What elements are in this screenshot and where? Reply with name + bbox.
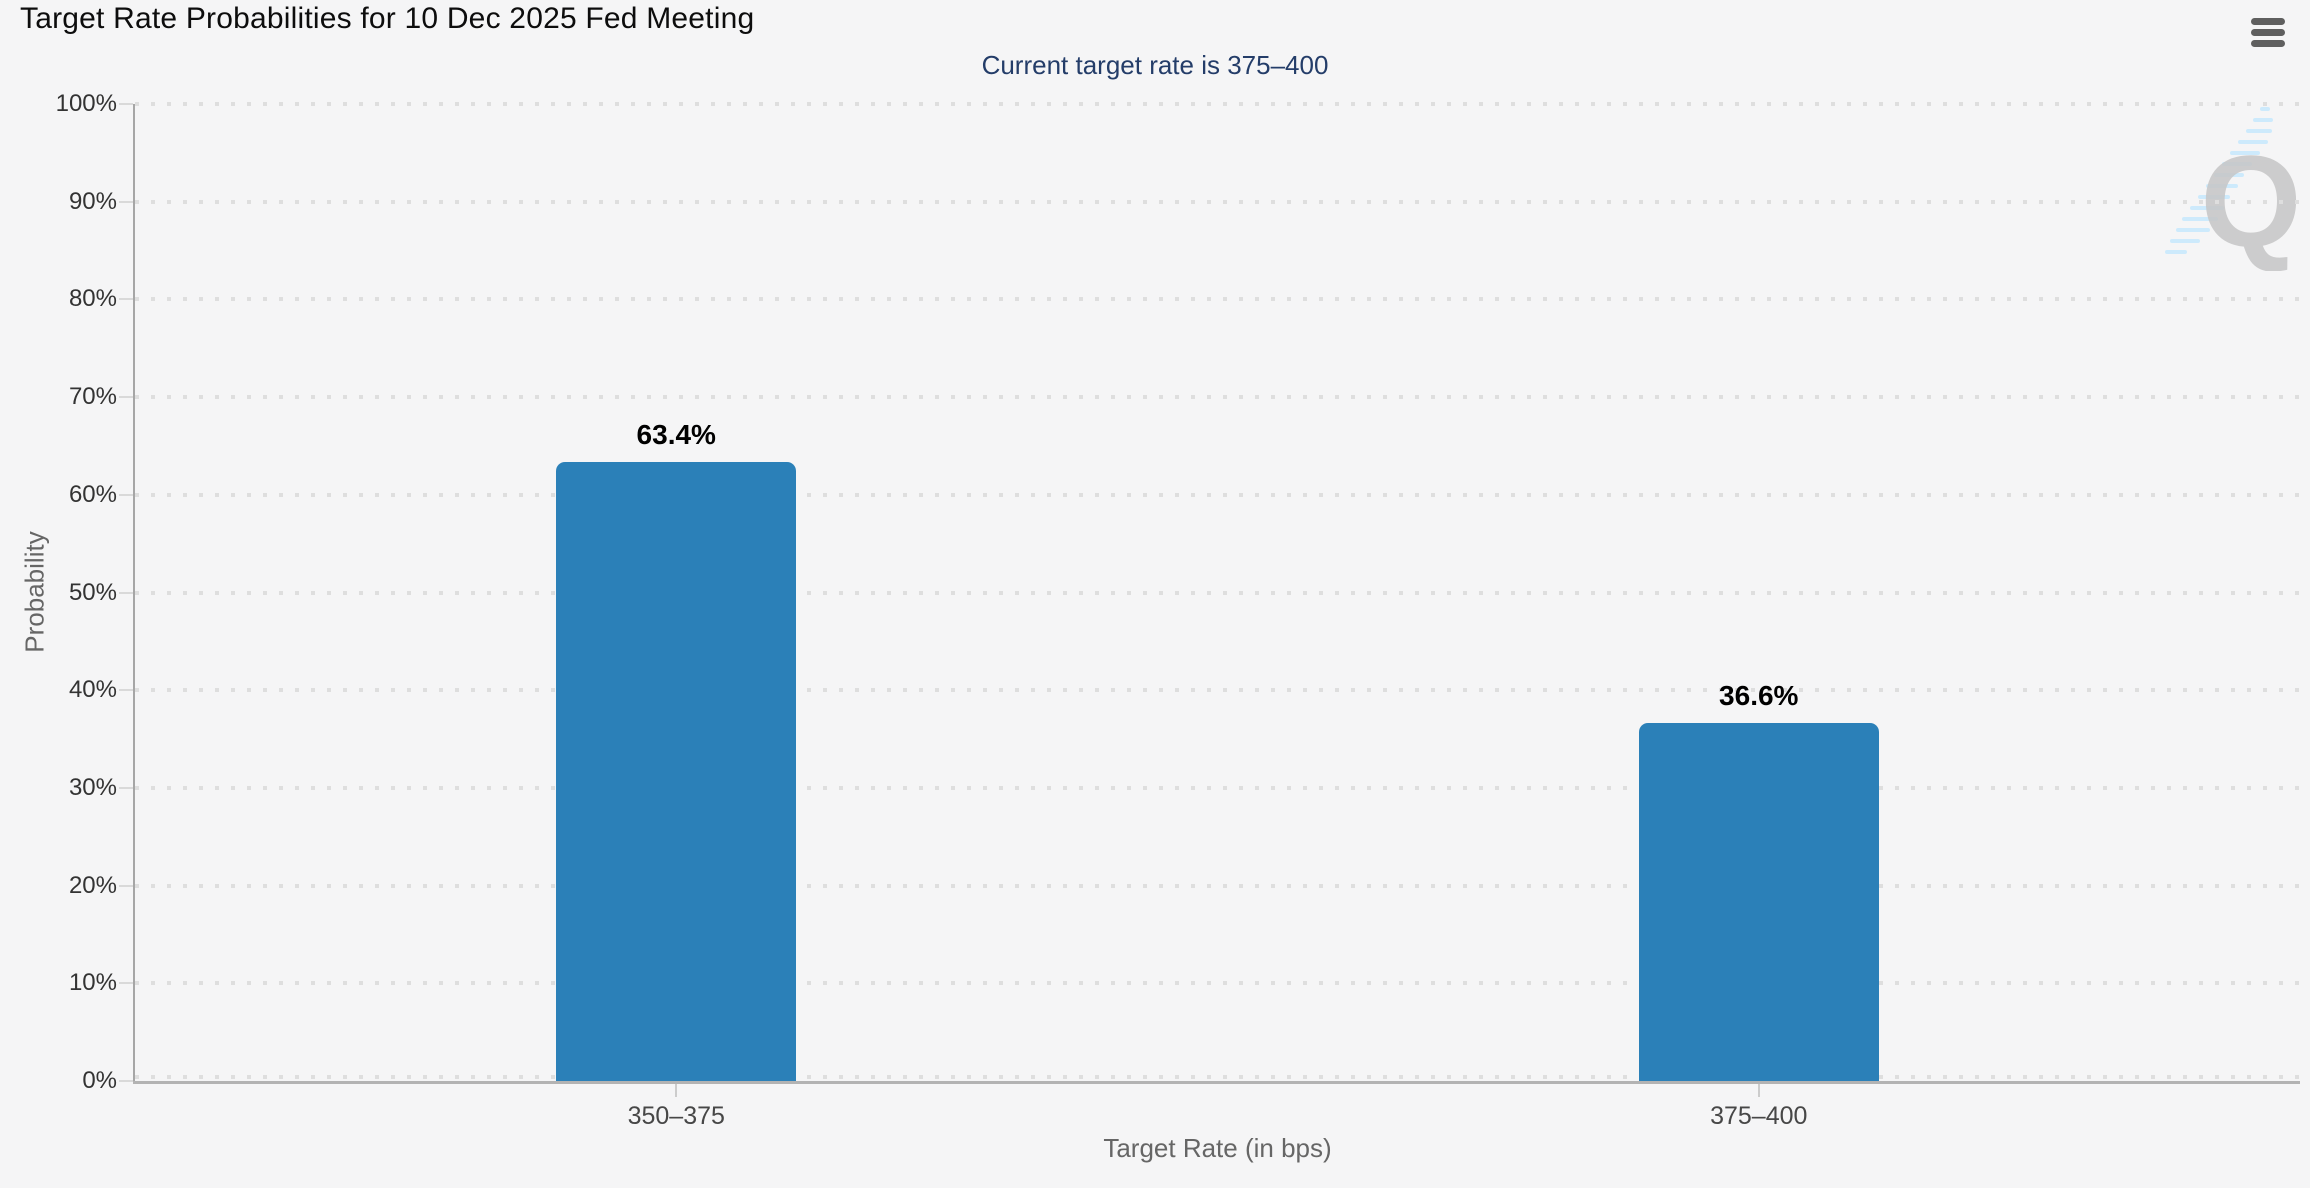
hamburger-menu-icon [2251, 28, 2285, 36]
y-axis-tick [119, 884, 133, 887]
gridline [135, 883, 2300, 888]
y-axis-tick-label: 40% [68, 676, 117, 704]
y-axis-tick [119, 298, 133, 301]
y-axis-tick-label: 0% [82, 1067, 117, 1094]
y-axis-tick [119, 493, 133, 496]
gridline [135, 688, 2300, 693]
gridline [135, 785, 2300, 790]
x-axis-tick [675, 1084, 678, 1097]
chart-subtitle: Current target rate is 375–400 [981, 50, 1329, 80]
y-axis-tick-label: 30% [68, 773, 117, 801]
gridline [135, 199, 2300, 204]
x-axis-tick-label: 375–400 [1710, 1102, 1808, 1130]
x-axis-tick-label: 350–375 [627, 1102, 725, 1130]
gridline [135, 102, 2300, 106]
y-axis-tick-label: 50% [68, 578, 117, 606]
y-axis-tick-label: 70% [68, 383, 117, 411]
gridline [135, 492, 2300, 497]
y-axis-tick [119, 200, 133, 203]
x-axis-tick [1757, 1084, 1760, 1097]
y-axis-tick-label: 60% [68, 480, 117, 508]
gridline [135, 590, 2300, 595]
y-axis-tick [119, 591, 133, 594]
bar[interactable] [556, 461, 797, 1081]
gridline [135, 297, 2300, 302]
y-axis-tick-label: 90% [68, 187, 117, 215]
bar-value-label: 63.4% [636, 418, 716, 450]
gridline [135, 981, 2300, 986]
y-axis-line [133, 104, 135, 1081]
y-axis-tick-label: 20% [68, 871, 117, 899]
y-axis-tick [119, 103, 133, 105]
gridline [135, 395, 2300, 400]
bar[interactable] [1638, 723, 1879, 1081]
x-axis-line [133, 1081, 2300, 1084]
hamburger-menu-icon [2251, 39, 2285, 47]
y-axis-tick-label: 80% [68, 285, 117, 313]
y-axis-tick-label: 10% [68, 969, 117, 997]
y-axis-tick [119, 1080, 133, 1082]
y-axis-tick-label: 100% [55, 90, 117, 117]
y-axis-tick [119, 689, 133, 692]
chart-context-menu-button[interactable] [2251, 12, 2291, 52]
plot-area: 0% 10% 20% 30% 40% 50% 60% 70% 80% 90% 100% 63.4% 35… [56, 90, 2300, 1130]
bar-value-label: 36.6% [1719, 680, 1799, 712]
chart-title: Target Rate Probabilities for 10 Dec 202… [20, 2, 755, 35]
x-axis-title: Target Rate (in bps) [1103, 1133, 1332, 1163]
y-axis-tick [119, 396, 133, 399]
y-axis-tick [119, 982, 133, 985]
y-axis-tick [119, 786, 133, 789]
hamburger-menu-icon [2251, 17, 2285, 25]
gridline [135, 1075, 2300, 1079]
